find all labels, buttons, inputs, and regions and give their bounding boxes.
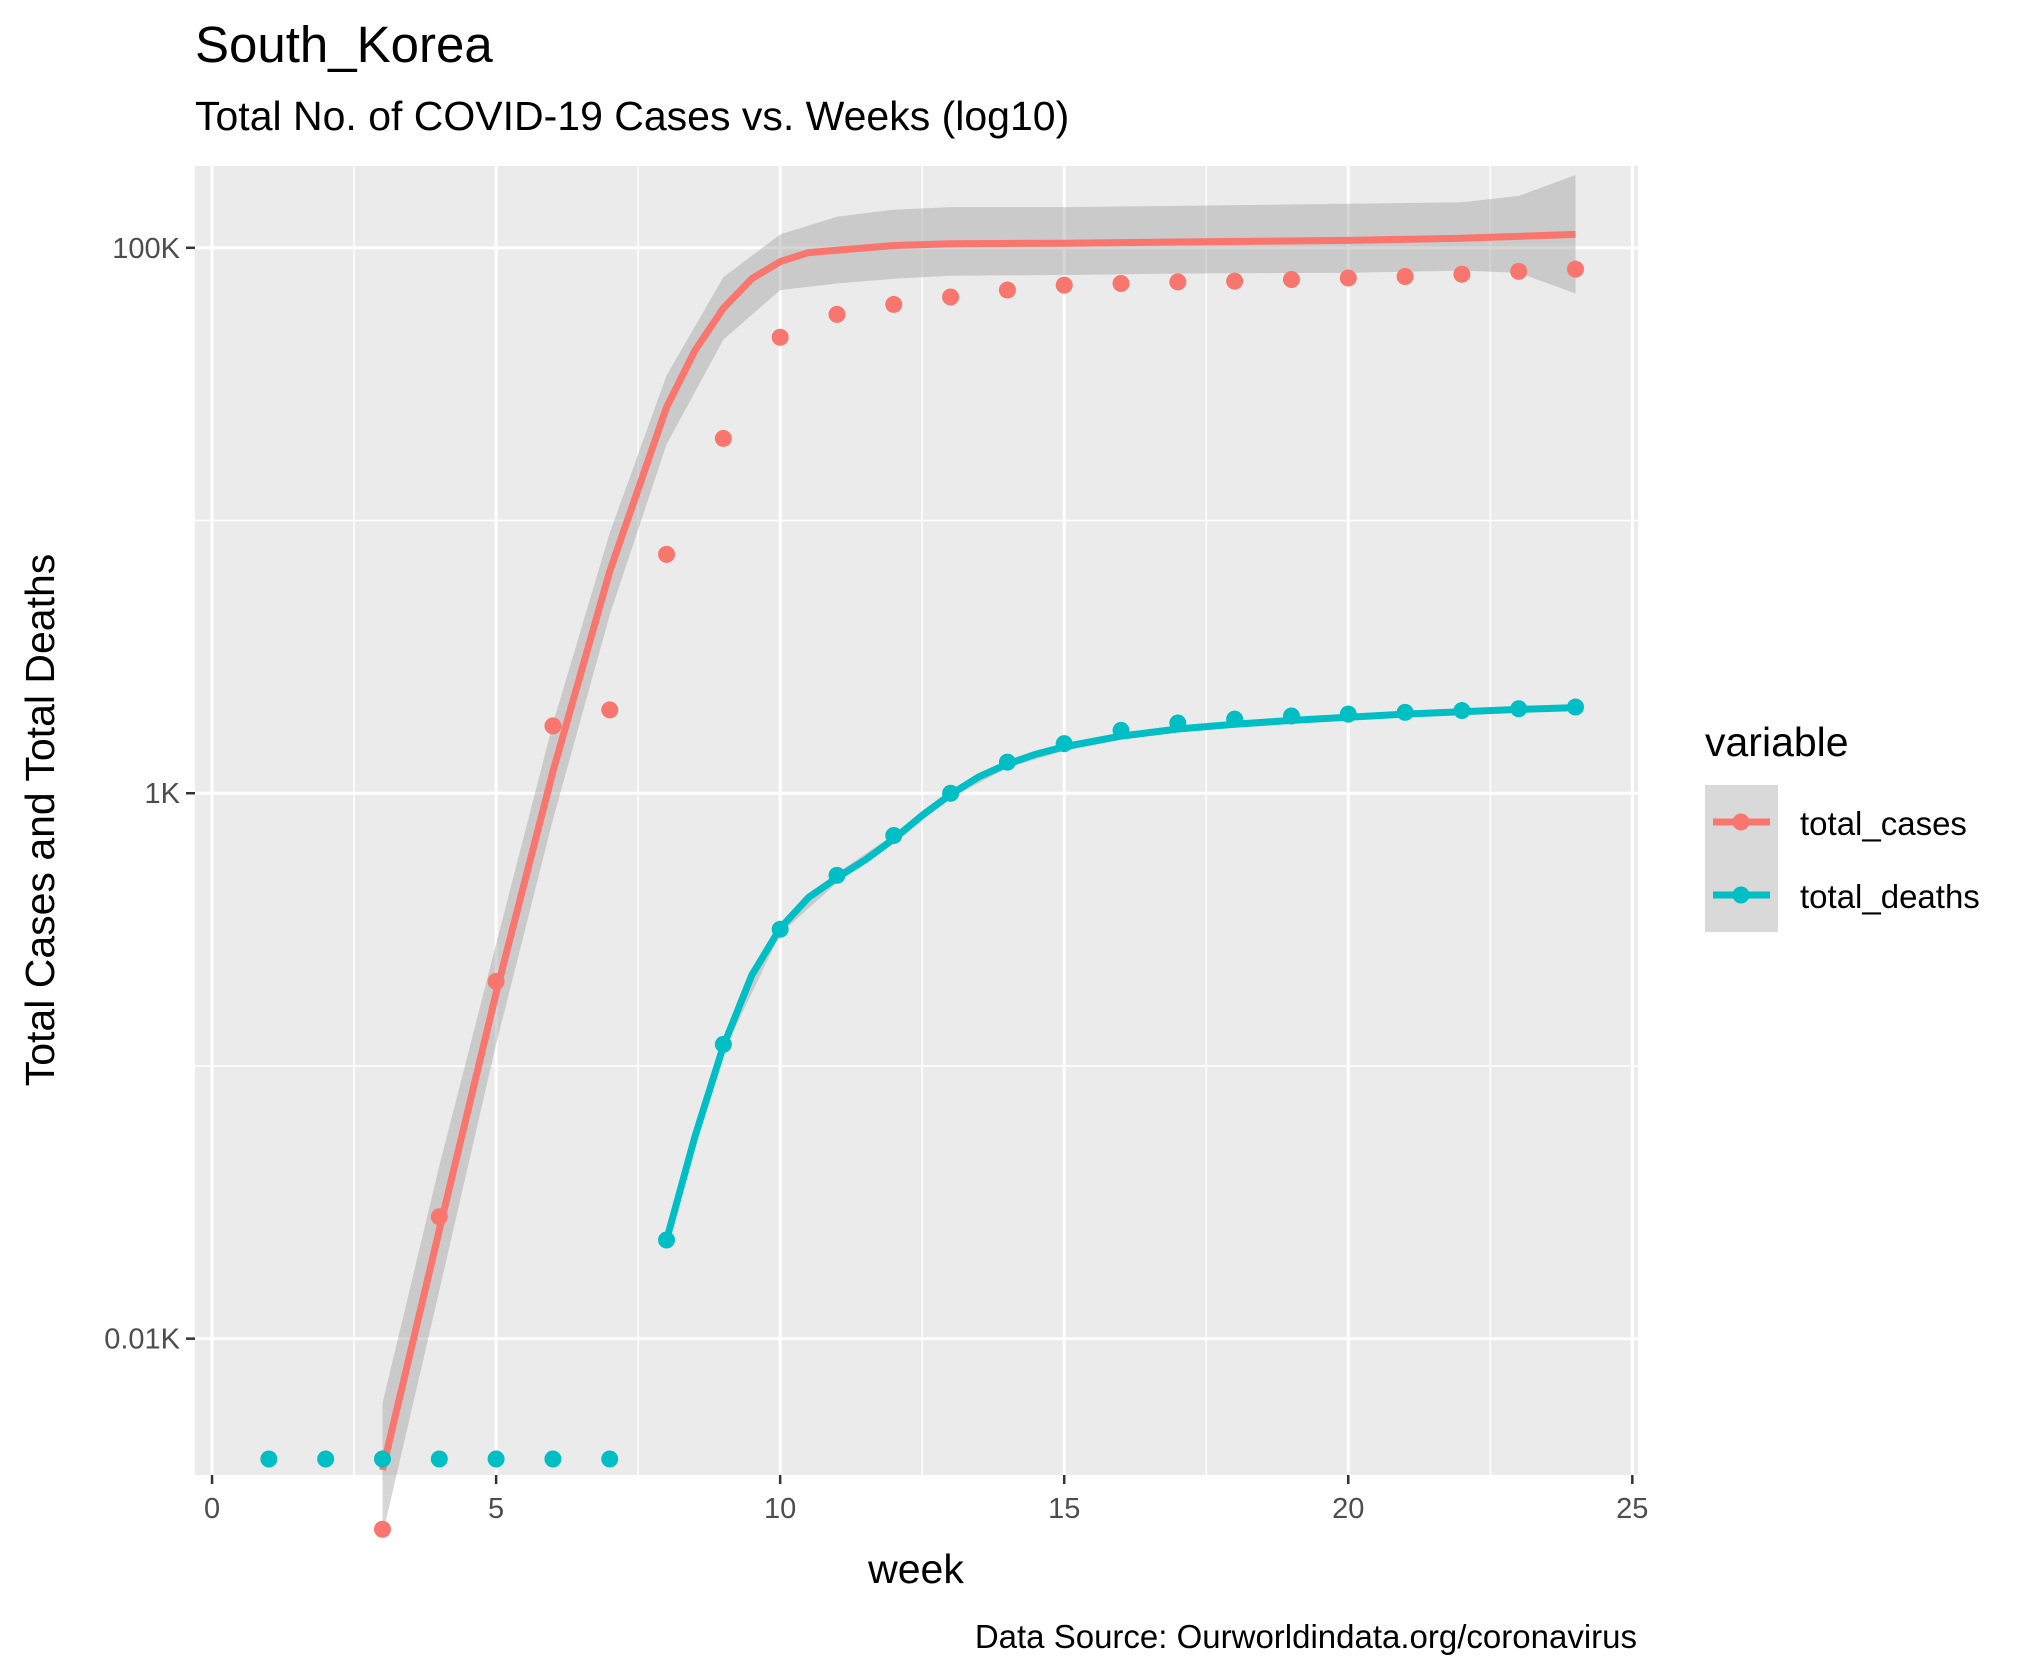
- line-total-cases: [379, 230, 1576, 1471]
- point-total-cases: [1112, 274, 1130, 292]
- point-total-deaths: [1453, 702, 1471, 720]
- point-total-deaths-zero: [487, 1450, 505, 1468]
- y-tick-label: 0.01K: [104, 1324, 180, 1356]
- point-total-deaths-zero: [544, 1450, 562, 1468]
- point-total-deaths: [1112, 721, 1130, 739]
- x-tick-label: 25: [1616, 1493, 1648, 1525]
- point-total-cases: [1567, 260, 1585, 278]
- point-total-cases: [373, 1520, 391, 1538]
- chart-title: South_Korea: [195, 16, 493, 73]
- point-total-cases: [1339, 269, 1357, 287]
- point-total-deaths-zero: [260, 1450, 278, 1468]
- point-total-deaths: [1567, 698, 1585, 716]
- point-total-cases: [1396, 267, 1414, 285]
- point-total-deaths-zero: [373, 1450, 391, 1468]
- point-total-cases: [1055, 276, 1073, 294]
- legend-label-total-deaths: total_deaths: [1800, 878, 1980, 915]
- point-total-cases: [828, 305, 846, 323]
- point-total-cases: [771, 328, 789, 346]
- point-total-cases: [1282, 271, 1300, 289]
- point-total-deaths: [1510, 700, 1528, 718]
- point-total-deaths: [1282, 707, 1300, 725]
- x-tick-label: 15: [1048, 1493, 1080, 1525]
- legend-key-background: [1705, 785, 1778, 932]
- point-total-cases: [601, 701, 619, 719]
- point-total-deaths: [658, 1231, 676, 1249]
- point-total-deaths: [1055, 735, 1073, 753]
- point-total-cases: [1510, 262, 1528, 280]
- point-total-deaths: [1226, 710, 1244, 728]
- legend-label-total-cases: total_cases: [1800, 805, 1967, 842]
- point-total-deaths: [1169, 714, 1187, 732]
- x-tick-label: 0: [204, 1493, 220, 1525]
- point-total-deaths-zero: [430, 1450, 448, 1468]
- chart-caption: Data Source: Ourworldindata.org/coronavi…: [975, 1618, 1637, 1655]
- x-tick-label: 5: [488, 1493, 504, 1525]
- point-total-cases: [885, 295, 903, 313]
- point-total-deaths: [885, 826, 903, 844]
- grid-lines: [195, 166, 1638, 1475]
- point-total-cases: [714, 429, 732, 447]
- point-total-deaths-zero: [317, 1450, 335, 1468]
- point-total-cases: [1453, 265, 1471, 283]
- point-total-deaths: [1396, 703, 1414, 721]
- point-total-cases: [1169, 273, 1187, 291]
- y-tick-label: 1K: [145, 778, 181, 810]
- legend-point-total-deaths: [1732, 886, 1750, 904]
- point-total-cases: [487, 972, 505, 990]
- point-total-cases: [430, 1208, 448, 1226]
- legend: variable total_cases total_deaths: [1705, 719, 1980, 932]
- y-tick-label: 100K: [112, 233, 180, 265]
- point-total-deaths: [714, 1035, 732, 1053]
- point-total-cases: [942, 288, 960, 306]
- point-total-deaths: [942, 784, 960, 802]
- legend-point-total-cases: [1732, 813, 1750, 831]
- point-total-cases: [658, 545, 676, 563]
- point-total-deaths: [1339, 705, 1357, 723]
- x-tick-label: 20: [1332, 1493, 1364, 1525]
- chart-subtitle: Total No. of COVID-19 Cases vs. Weeks (l…: [195, 93, 1069, 139]
- point-total-cases: [544, 717, 562, 735]
- x-axis-title: week: [867, 1546, 964, 1592]
- point-total-deaths: [998, 753, 1016, 771]
- point-total-deaths: [771, 920, 789, 938]
- point-total-cases: [998, 281, 1016, 299]
- point-total-cases: [1226, 272, 1244, 290]
- data-points: [260, 260, 1585, 1538]
- point-total-deaths: [828, 866, 846, 884]
- point-total-deaths-zero: [601, 1450, 619, 1468]
- legend-title: variable: [1705, 719, 1849, 765]
- y-axis-title: Total Cases and Total Deaths: [17, 554, 63, 1087]
- x-tick-label: 10: [764, 1493, 796, 1525]
- axes: 0 5 10 15 20 25 0.01K 1K 100K: [104, 233, 1648, 1525]
